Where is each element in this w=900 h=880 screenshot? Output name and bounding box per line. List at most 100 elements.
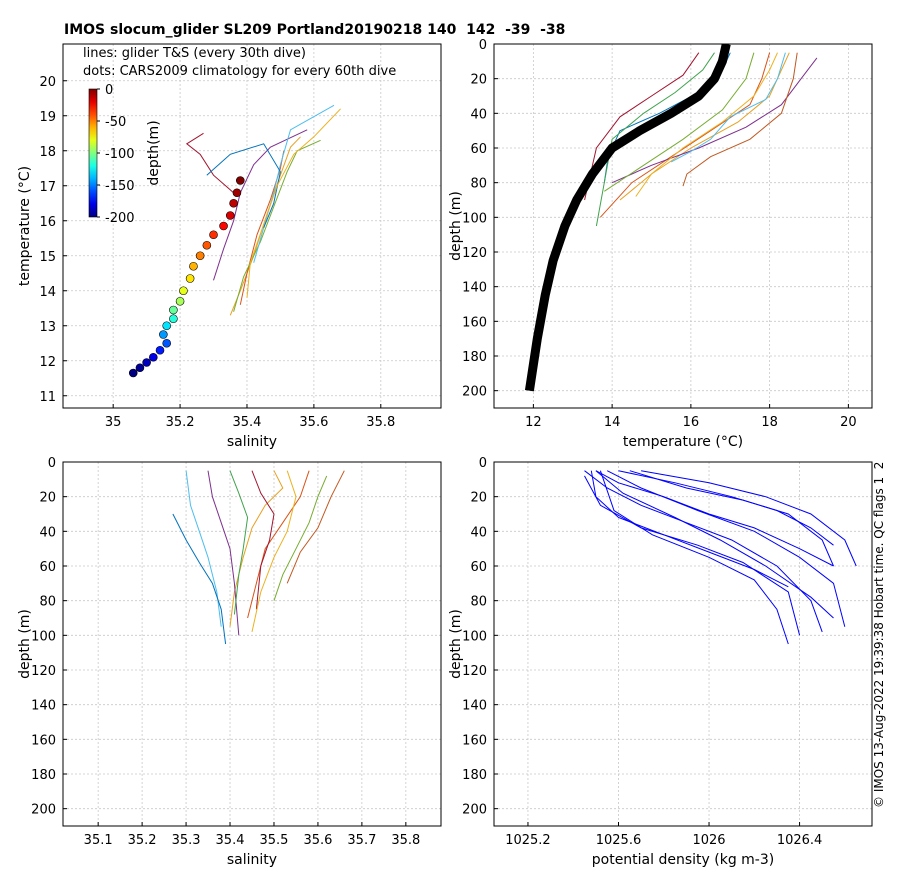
series-line-1 (229, 470, 284, 627)
x-tick-label: 35.7 (347, 833, 376, 848)
y-tick-label: 40 (470, 525, 487, 540)
x-tick-label: 12 (525, 415, 542, 430)
x-tick-label: 20 (840, 415, 857, 430)
axes-frame (493, 43, 873, 409)
y-tick-label: 0 (479, 38, 487, 53)
x-tick-label: 1025.2 (505, 833, 551, 848)
series-line-8 (246, 108, 341, 298)
y-axis-label: depth (m) (448, 191, 464, 261)
climatology-dot (225, 211, 235, 220)
series-line-2 (595, 470, 834, 567)
series-line-2 (239, 150, 285, 305)
series-line-5 (670, 52, 786, 163)
climatology-dot (232, 188, 242, 198)
climatology-dot (142, 358, 151, 367)
y-tick-label: 140 (462, 281, 487, 296)
y-tick-label: 0 (479, 456, 487, 471)
series-line-10 (595, 52, 715, 227)
series-line-9 (286, 470, 345, 584)
plot-area (63, 462, 441, 826)
x-tick-label: 1025.6 (596, 833, 642, 848)
colorbar (88, 88, 98, 218)
series-line-7 (629, 470, 834, 567)
y-tick-label: 160 (462, 733, 487, 748)
series-line-2 (599, 52, 771, 218)
x-tick-label: 16 (683, 415, 700, 430)
plot-area (494, 44, 872, 408)
series-line-7 (206, 143, 281, 228)
series-line-5 (253, 104, 335, 263)
climatology-dot (185, 274, 195, 283)
series-line-8 (595, 470, 834, 619)
colorbar-tick-label: 0 (105, 83, 113, 98)
y-tick-label: 200 (31, 803, 56, 818)
climatology-dot (209, 230, 218, 240)
y-tick-label: 0 (48, 456, 56, 471)
colorbar-tick-label: -100 (105, 147, 135, 162)
y-tick-label: 200 (462, 803, 487, 818)
y-tick-label: 160 (462, 315, 487, 330)
series-line-4 (273, 475, 328, 601)
panel-3: 35.1 35.2 35.3 35.4 35.5 35.6 35.7 35.8 0 20 40 60 8… (17, 456, 442, 868)
y-axis-label: depth (m) (448, 609, 464, 679)
series-line-6 (251, 470, 275, 610)
climatology-dot (135, 363, 145, 373)
data-layer (524, 44, 818, 392)
series-line-6 (185, 132, 234, 194)
y-tick-label: 180 (31, 768, 56, 783)
y-tick-label: 140 (31, 699, 56, 714)
climatology-dot (202, 240, 212, 250)
y-tick-label: 40 (470, 107, 487, 122)
y-axis-label: temperature (°C) (17, 166, 33, 286)
climatology-dot (229, 198, 238, 208)
y-tick-label: 40 (39, 525, 56, 540)
axes-frame (493, 461, 873, 827)
series-line-8 (635, 52, 778, 197)
x-axis-label: salinity (227, 434, 277, 450)
colorbar-label: depth(m) (146, 120, 162, 185)
colorbar-tick-label: -150 (105, 179, 135, 194)
y-tick-label: 20 (39, 75, 56, 90)
y-tick-label: 200 (462, 385, 487, 400)
climatology-dot (235, 176, 245, 185)
y-tick-label: 60 (39, 560, 56, 575)
series-line-10 (599, 470, 789, 645)
x-tick-label: 35.5 (260, 833, 289, 848)
y-tick-label: 20 (470, 73, 487, 88)
series-line-9 (641, 470, 857, 567)
climatology-dot (159, 330, 168, 339)
y-tick-label: 60 (470, 142, 487, 157)
y-tick-label: 180 (462, 350, 487, 365)
y-tick-label: 16 (39, 215, 56, 230)
x-tick-label: 35.4 (233, 415, 262, 430)
y-tick-label: 11 (39, 390, 56, 405)
figure-title: IMOS slocum_glider SL209 Portland2019021… (64, 22, 566, 38)
axes-frame (62, 43, 442, 409)
panel-2: 12 14 16 18 20020406080100120140160180200tem… (448, 38, 873, 450)
climatology-dot (128, 368, 138, 378)
annotation-text: dots: CARS2009 climatology for every 60t… (83, 64, 396, 79)
climatology-dot (175, 296, 185, 306)
y-tick-label: 80 (39, 595, 56, 610)
data-layer (128, 104, 341, 378)
y-tick-label: 20 (470, 491, 487, 506)
series-line-3 (207, 470, 240, 636)
panel-4: 1025.2 1025.6 1026 1026.4 0 20 40 60 80 100 120 140… (448, 456, 873, 868)
y-tick-label: 120 (462, 664, 487, 679)
x-tick-label: 35.2 (166, 415, 195, 430)
annotation-text: lines: glider T&S (every 30th dive) (83, 46, 306, 61)
y-tick-label: 100 (462, 629, 487, 644)
climatology-dot (162, 338, 171, 348)
plot-area (494, 462, 872, 826)
x-tick-label: 35.3 (172, 833, 201, 848)
x-tick-label: 35 (105, 415, 122, 430)
x-tick-label: 14 (604, 415, 621, 430)
x-tick-label: 35.1 (84, 833, 113, 848)
y-tick-label: 17 (39, 180, 56, 195)
x-axis-label: potential density (kg m-3) (592, 852, 774, 868)
plot-area (63, 44, 441, 408)
climatology-dot (219, 221, 228, 231)
y-tick-label: 160 (31, 733, 56, 748)
y-tick-label: 120 (31, 664, 56, 679)
